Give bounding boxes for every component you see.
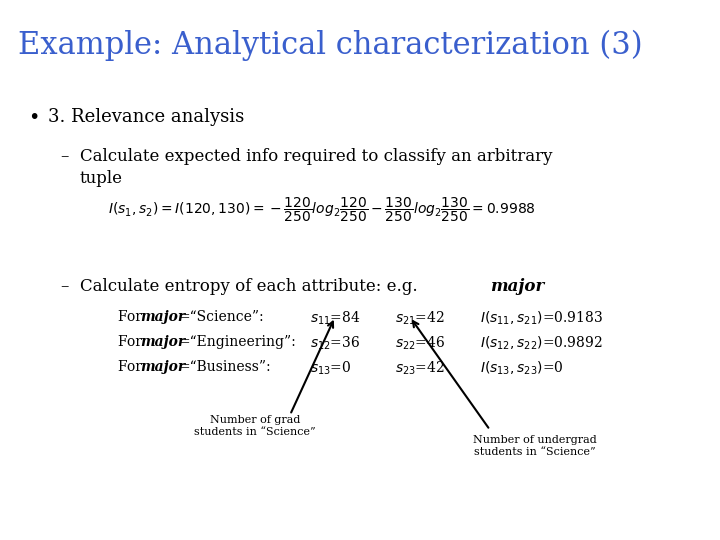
Text: $s_{12}$=36: $s_{12}$=36 <box>310 335 360 353</box>
Text: Number of grad
students in “Science”: Number of grad students in “Science” <box>194 415 316 437</box>
Text: Calculate entropy of each attribute: e.g.: Calculate entropy of each attribute: e.g… <box>80 278 423 295</box>
Text: $I(s_{11},s_{21})$=0.9183: $I(s_{11},s_{21})$=0.9183 <box>480 310 603 327</box>
Text: Example: Analytical characterization (3): Example: Analytical characterization (3) <box>18 30 643 61</box>
Text: For: For <box>118 310 146 324</box>
Text: $s_{11}$=84: $s_{11}$=84 <box>310 310 361 327</box>
Text: $s_{21}$=42: $s_{21}$=42 <box>395 310 445 327</box>
Text: $I(s_{12},s_{22})$=0.9892: $I(s_{12},s_{22})$=0.9892 <box>480 335 603 353</box>
Text: –: – <box>60 278 68 295</box>
Text: Number of undergrad
students in “Science”: Number of undergrad students in “Science… <box>473 435 597 457</box>
Text: $s_{22}$=46: $s_{22}$=46 <box>395 335 445 353</box>
Text: For: For <box>118 360 146 374</box>
Text: •: • <box>28 108 40 127</box>
Text: $s_{13}$=0: $s_{13}$=0 <box>310 360 351 377</box>
Text: =“Business”:: =“Business”: <box>178 360 271 374</box>
Text: $I(s_1, s_2) = I(120,130) = -\dfrac{120}{250}log_2\dfrac{120}{250} - \dfrac{130}: $I(s_1, s_2) = I(120,130) = -\dfrac{120}… <box>108 196 536 224</box>
Text: For: For <box>118 335 146 349</box>
Text: –: – <box>60 148 68 165</box>
Text: major: major <box>490 278 544 295</box>
Text: =“Engineering”:: =“Engineering”: <box>178 335 296 349</box>
Text: major: major <box>140 310 185 324</box>
Text: 3. Relevance analysis: 3. Relevance analysis <box>48 108 244 126</box>
Text: $s_{23}$=42: $s_{23}$=42 <box>395 360 445 377</box>
Text: =“Science”:: =“Science”: <box>178 310 264 324</box>
Text: major: major <box>140 360 185 374</box>
Text: $I(s_{13},s_{23})$=0: $I(s_{13},s_{23})$=0 <box>480 360 564 377</box>
Text: tuple: tuple <box>80 170 123 187</box>
Text: Calculate expected info required to classify an arbitrary: Calculate expected info required to clas… <box>80 148 552 165</box>
Text: major: major <box>140 335 185 349</box>
